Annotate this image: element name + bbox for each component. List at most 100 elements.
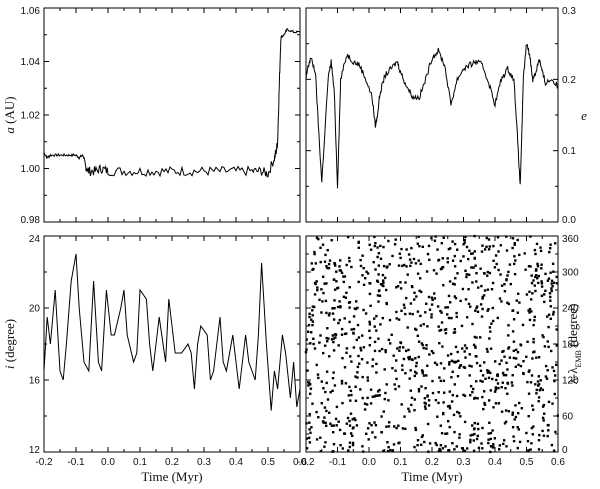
scatter-point [481,447,484,450]
scatter-point [338,300,341,303]
scatter-point [492,443,495,446]
scatter-point [402,303,406,306]
scatter-point [389,342,392,345]
scatter-point [357,336,361,339]
scatter-point [375,329,378,332]
scatter-point [405,248,408,251]
scatter-point [447,247,451,251]
scatter-point [409,369,412,372]
x-tick-label: -0.1 [329,457,347,468]
scatter-point [349,355,352,358]
scatter-point [414,262,418,265]
scatter-point [466,447,469,450]
scatter-point [448,361,451,364]
scatter-point [540,294,544,297]
scatter-point [461,347,464,350]
scatter-point [425,374,428,377]
scatter-point [365,432,368,435]
scatter-point [536,277,539,280]
scatter-point [408,355,411,359]
scatter-point [416,439,420,442]
scatter-point [534,383,537,386]
scatter-point [485,245,488,248]
scatter-point [516,311,519,314]
scatter-point [321,300,324,303]
scatter-point [332,443,336,446]
scatter-point [364,312,368,315]
scatter-point [413,298,416,301]
scatter-point [377,289,381,293]
scatter-point [373,235,376,239]
scatter-point [529,235,532,238]
scatter-point [475,380,478,383]
scatter-point [450,352,453,356]
scatter-point [455,315,458,318]
scatter-point [325,370,329,373]
scatter-point [551,366,554,369]
scatter-point [305,348,308,351]
scatter-point [369,248,373,251]
scatter-point [369,304,372,307]
scatter-point [473,335,476,339]
scatter-point [555,344,558,347]
y-tick-label: 0.0 [562,215,576,226]
scatter-point [348,256,351,260]
scatter-point [337,321,340,325]
scatter-point [502,373,506,377]
scatter-point [550,279,554,282]
scatter-point [316,373,320,376]
scatter-point [362,267,365,270]
scatter-point [419,277,422,280]
scatter-point [472,343,476,347]
scatter-point [465,245,469,249]
scatter-point [333,307,336,310]
scatter-point [555,282,559,285]
scatter-point [469,441,472,444]
scatter-point [356,376,359,379]
scatter-point [382,449,385,452]
scatter-point [494,388,498,391]
scatter-point [531,404,534,407]
scatter-point [497,386,500,390]
scatter-point [476,305,479,308]
x-tick-label: 0.1 [133,457,147,468]
scatter-point [431,391,435,395]
scatter-point [512,349,515,352]
scatter-point [543,293,546,296]
scatter-point [424,311,427,314]
scatter-point [312,337,315,340]
scatter-point [442,411,445,415]
scatter-point [344,382,348,385]
scatter-point [339,259,342,262]
scatter-point [539,249,543,253]
scatter-point [502,442,505,446]
scatter-point [408,258,412,261]
scatter-point [519,364,523,368]
x-tick-label: 0.5 [261,457,275,468]
scatter-point [542,335,545,339]
scatter-point [316,286,319,289]
scatter-point [503,422,507,425]
scatter-point [518,301,521,304]
scatter-point [514,259,517,262]
scatter-point [488,399,491,402]
scatter-point [456,272,459,275]
scatter-point [402,357,406,361]
scatter-point [551,285,554,288]
scatter-point [551,402,554,405]
scatter-point [546,369,549,372]
scatter-point [360,358,364,361]
scatter-point [486,309,489,312]
scatter-point [537,356,541,359]
scatter-point [397,264,401,267]
scatter-point [446,257,449,260]
scatter-point [411,285,414,289]
scatter-point [444,306,447,309]
scatter-point [468,273,471,276]
scatter-point [381,316,384,320]
x-tick-label: 0.2 [425,457,439,468]
scatter-point [335,270,338,273]
scatter-point [450,400,454,403]
scatter-point [414,426,417,430]
scatter-point [489,445,493,448]
